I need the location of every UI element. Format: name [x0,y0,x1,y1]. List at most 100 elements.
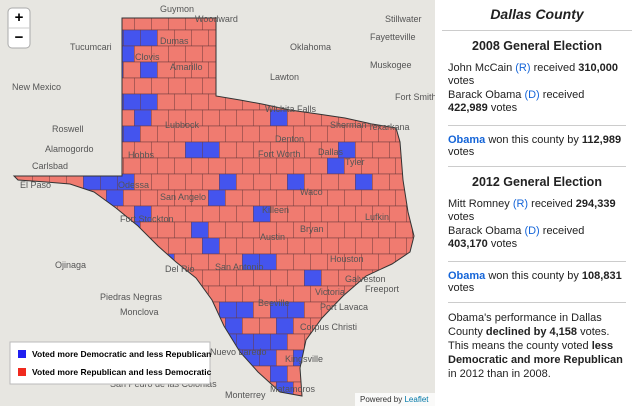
county[interactable] [310,157,328,175]
county[interactable] [168,77,186,95]
county[interactable] [253,173,271,191]
county[interactable] [174,157,192,175]
county[interactable] [219,301,237,319]
county[interactable] [185,205,203,223]
county[interactable] [202,237,220,255]
county[interactable] [321,237,339,255]
county[interactable] [242,189,260,207]
county[interactable] [327,157,345,175]
county[interactable] [202,109,220,127]
county[interactable] [276,157,294,175]
county[interactable] [276,253,294,271]
county[interactable] [123,61,141,79]
county[interactable] [270,333,288,351]
county[interactable] [372,141,390,159]
county[interactable] [123,93,141,111]
county[interactable] [395,221,413,239]
county[interactable] [134,77,152,95]
county[interactable] [225,189,243,207]
county[interactable] [225,285,243,303]
zoom-in[interactable]: + [15,9,24,26]
county[interactable] [191,29,209,47]
county[interactable] [123,29,141,47]
county[interactable] [236,237,254,255]
county[interactable] [140,125,158,143]
county[interactable] [151,173,169,191]
county[interactable] [157,221,175,239]
county[interactable] [287,333,305,351]
county[interactable] [185,173,203,191]
county[interactable] [304,205,322,223]
county[interactable] [361,221,379,239]
county[interactable] [236,109,254,127]
county[interactable] [202,269,220,287]
county[interactable] [355,237,373,255]
county[interactable] [168,237,186,255]
county[interactable] [338,237,356,255]
county[interactable] [191,93,209,111]
county[interactable] [134,109,152,127]
county[interactable] [304,301,322,319]
county[interactable] [270,365,288,383]
county[interactable] [208,157,226,175]
county[interactable] [242,125,260,143]
county[interactable] [361,253,379,271]
county[interactable] [191,221,209,239]
county[interactable] [185,77,203,95]
county[interactable] [236,141,254,159]
county[interactable] [372,173,390,191]
county[interactable] [168,173,186,191]
county[interactable] [174,93,192,111]
county[interactable] [208,221,226,239]
county[interactable] [123,157,141,175]
county[interactable] [321,173,339,191]
county[interactable] [140,157,158,175]
county[interactable] [123,125,141,143]
county[interactable] [185,141,203,159]
county[interactable] [219,141,237,159]
county[interactable] [389,205,407,223]
zoom-out[interactable]: − [15,29,24,46]
county[interactable] [202,141,220,159]
county[interactable] [338,173,356,191]
county[interactable] [355,173,373,191]
county[interactable] [219,237,237,255]
county[interactable] [236,205,254,223]
county[interactable] [219,109,237,127]
county[interactable] [185,45,203,63]
county[interactable] [157,93,175,111]
county[interactable] [321,205,339,223]
county[interactable] [225,221,243,239]
county[interactable] [151,77,169,95]
county[interactable] [287,301,305,319]
county[interactable] [242,221,260,239]
county[interactable] [225,125,243,143]
county[interactable] [304,269,322,287]
county[interactable] [191,157,209,175]
county[interactable] [321,269,339,287]
county[interactable] [270,173,288,191]
county[interactable] [185,237,203,255]
county[interactable] [344,221,362,239]
county[interactable] [259,125,277,143]
attribution-link[interactable]: Leaflet [404,395,429,404]
county[interactable] [304,237,322,255]
county[interactable] [157,157,175,175]
county[interactable] [259,157,277,175]
county[interactable] [372,237,390,255]
county[interactable] [202,173,220,191]
county[interactable] [406,237,423,255]
county[interactable] [270,269,288,287]
county[interactable] [253,269,271,287]
county[interactable] [242,317,260,335]
county[interactable] [327,221,345,239]
county[interactable] [338,205,356,223]
county[interactable] [310,253,328,271]
county[interactable] [378,189,396,207]
county[interactable] [344,189,362,207]
county[interactable] [219,269,237,287]
county[interactable] [293,157,311,175]
county[interactable] [259,189,277,207]
county[interactable] [208,189,226,207]
county[interactable] [293,253,311,271]
